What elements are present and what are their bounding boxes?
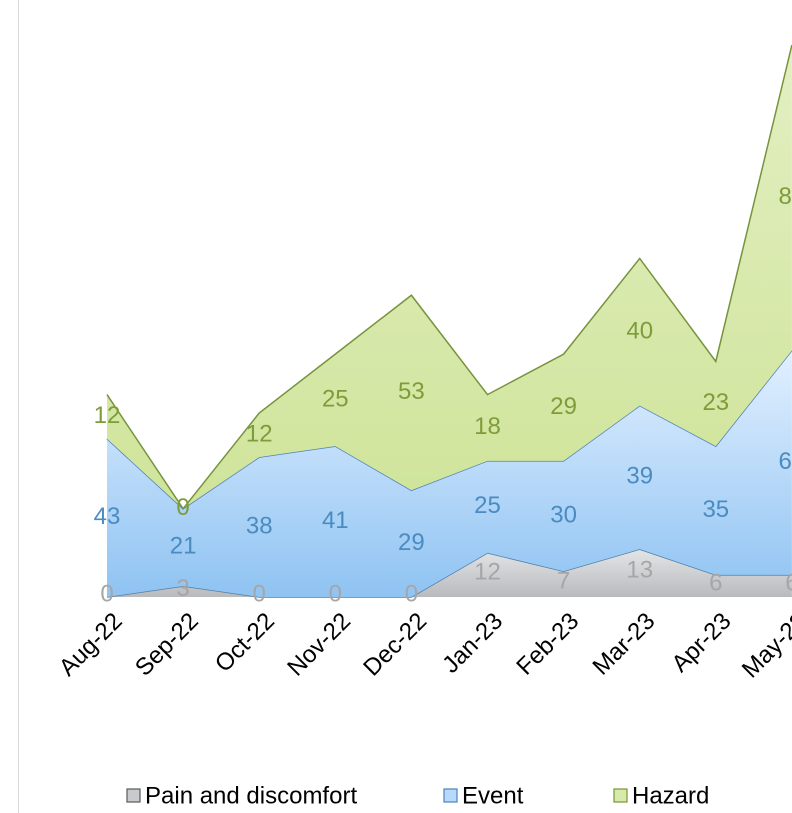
data-label: 6	[709, 569, 722, 596]
data-label: 40	[626, 317, 653, 344]
data-label: 41	[322, 507, 349, 534]
legend-label: Hazard	[632, 782, 709, 809]
data-label: 12	[94, 402, 121, 429]
data-label: 25	[322, 385, 349, 412]
data-label: 0	[253, 580, 266, 607]
data-label: 12	[474, 558, 501, 585]
data-label: 7	[557, 567, 570, 594]
legend-swatch	[443, 788, 458, 803]
data-label: 53	[398, 378, 425, 405]
data-label: 25	[474, 492, 501, 519]
area	[107, 549, 792, 597]
data-label: 3	[176, 575, 189, 602]
data-label: 43	[94, 503, 121, 530]
data-label: 61	[779, 448, 792, 475]
data-label: 35	[702, 496, 729, 523]
data-label: 29	[550, 393, 577, 420]
data-label: 83	[779, 183, 792, 210]
data-label: 0	[100, 580, 113, 607]
data-label: 13	[626, 556, 653, 583]
data-label: 18	[474, 413, 501, 440]
data-label: 6	[785, 569, 792, 596]
area-line	[106, 44, 792, 510]
area	[107, 350, 792, 597]
data-label: 23	[702, 389, 729, 416]
data-label: 12	[246, 420, 273, 447]
data-label: 0	[329, 580, 342, 607]
data-label: 38	[246, 512, 273, 539]
legend-label: Event	[462, 782, 524, 809]
data-label: 0	[176, 494, 189, 521]
legend-label: Pain and discomfort	[145, 782, 357, 809]
data-label: 0	[405, 580, 418, 607]
legend-swatch	[126, 788, 141, 803]
area	[107, 45, 792, 509]
data-label: 39	[626, 463, 653, 490]
data-label: 21	[170, 533, 197, 560]
data-label: 30	[550, 501, 577, 528]
data-label: 29	[398, 529, 425, 556]
legend-swatch	[613, 788, 628, 803]
